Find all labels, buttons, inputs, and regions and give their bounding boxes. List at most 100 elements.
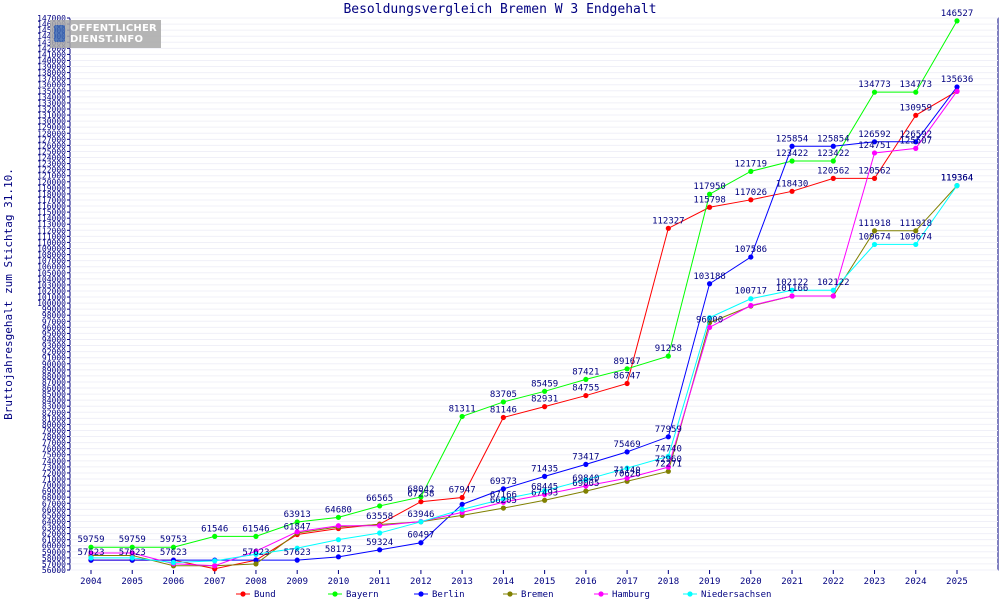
data-label: 67258: [407, 490, 434, 500]
y-tick-label: 76000: [42, 445, 66, 454]
y-tick-label: 94000: [42, 335, 66, 344]
y-tick-label: 123000: [37, 160, 66, 169]
y-tick-label: 64000: [42, 517, 66, 526]
x-tick-label: 2018: [657, 577, 679, 587]
data-point: [583, 461, 589, 467]
y-tick-label: 132000: [37, 105, 66, 114]
y-tick-label: 120000: [37, 178, 66, 187]
data-point: [418, 519, 424, 525]
data-point: [665, 434, 671, 440]
data-point: [253, 551, 259, 557]
data-point: [88, 555, 94, 561]
data-point: [871, 150, 878, 156]
data-point: [335, 514, 342, 520]
y-tick-label: 59000: [42, 548, 66, 557]
y-tick-label: 137000: [37, 75, 66, 84]
y-tick-label: 142000: [37, 44, 66, 53]
data-point: [954, 88, 960, 94]
data-point: [706, 191, 713, 197]
y-tick-label: 118000: [37, 190, 66, 199]
data-point: [706, 324, 713, 330]
data-point: [748, 254, 754, 260]
legend-item: Hamburg: [594, 590, 650, 600]
data-point: [335, 554, 342, 560]
data-label: 69840: [572, 474, 599, 484]
legend-item: Bremen: [503, 590, 554, 600]
data-label: 109674: [858, 232, 891, 242]
data-point: [583, 488, 589, 494]
plot-area: [69, 17, 999, 571]
legend-item: Niedersachsen: [683, 590, 771, 600]
data-label: 123422: [776, 149, 809, 159]
x-tick-label: 2019: [699, 577, 721, 587]
data-label: 70626: [614, 469, 641, 479]
data-point: [542, 388, 548, 394]
data-label: 103188: [693, 272, 726, 282]
data-label: 134773: [858, 80, 891, 90]
data-point: [500, 399, 506, 405]
data-label: 96000: [696, 315, 723, 325]
data-point: [500, 496, 506, 502]
data-point: [542, 404, 548, 410]
y-tick-label: 75000: [42, 451, 66, 460]
logo-mark-icon: [54, 25, 65, 42]
data-point: [913, 228, 919, 234]
x-tick-label: 2017: [616, 577, 638, 587]
data-point: [335, 537, 342, 543]
data-label: 59759: [77, 535, 104, 545]
series-niedersachsen: [88, 183, 960, 566]
y-tick-label: 99000: [42, 305, 66, 314]
data-point: [624, 380, 630, 387]
y-tick-label: 67000: [42, 499, 66, 508]
y-tick-label: 141000: [37, 50, 66, 59]
data-label: 120562: [817, 166, 850, 176]
x-tick-label: 2021: [781, 577, 803, 587]
y-tick-label: 115000: [37, 208, 66, 217]
data-label: 57623: [160, 548, 187, 558]
x-tick-label: 2009: [286, 577, 308, 587]
data-label: 73417: [572, 452, 599, 462]
legend-marker: [598, 591, 604, 597]
data-point: [377, 547, 383, 553]
data-point: [954, 183, 960, 189]
chart-title: Besoldungsvergleich Bremen W 3 Endgehalt: [343, 2, 657, 17]
data-label: 135636: [941, 75, 974, 85]
data-label: 68445: [531, 483, 558, 493]
y-tick-label: 135000: [37, 87, 66, 96]
data-point: [624, 465, 630, 471]
x-tick-label: 2013: [451, 577, 473, 587]
y-tick-label: 147000: [37, 14, 66, 23]
data-point: [913, 241, 919, 248]
data-point: [253, 561, 259, 567]
y-tick-label: 79000: [42, 426, 66, 435]
data-point: [459, 494, 465, 501]
data-label: 118430: [776, 179, 809, 189]
data-label: 130959: [900, 103, 933, 113]
data-point: [294, 529, 300, 535]
data-label: 67166: [490, 490, 517, 500]
y-tick-label: 122000: [37, 166, 66, 175]
data-label: 123422: [817, 149, 850, 159]
data-label: 111918: [858, 219, 891, 229]
data-point: [830, 158, 836, 164]
data-label: 59753: [160, 535, 187, 545]
y-tick-label: 109000: [37, 245, 66, 254]
y-tick-label: 82000: [42, 408, 66, 417]
data-label: 87421: [572, 367, 599, 377]
y-tick-label: 104000: [37, 275, 66, 284]
data-point: [665, 464, 671, 470]
data-label: 67493: [531, 488, 558, 498]
data-point: [377, 523, 383, 529]
y-tick-label: 88000: [42, 372, 66, 381]
y-tick-label: 121000: [37, 172, 66, 181]
data-point: [294, 545, 300, 551]
legend-label: Niedersachsen: [701, 590, 771, 600]
data-point: [871, 228, 878, 234]
data-point: [706, 204, 713, 210]
x-tick-label: 2023: [864, 577, 886, 587]
data-label: 69005: [572, 479, 599, 489]
data-point: [789, 158, 795, 164]
site-logo[interactable]: OFFENTLICHER DIENST.INFO: [50, 20, 161, 48]
data-point: [748, 296, 754, 302]
legend-marker: [418, 591, 424, 597]
